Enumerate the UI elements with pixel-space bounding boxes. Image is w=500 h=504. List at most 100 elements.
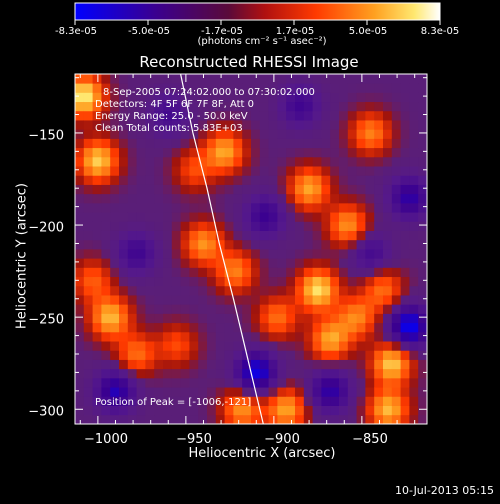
heatmap-cell — [330, 147, 340, 158]
heatmap-cell — [365, 221, 375, 231]
heatmap-cell — [356, 101, 366, 112]
heatmap-cell — [251, 405, 261, 416]
heatmap-cell — [303, 258, 313, 268]
heatmap-cell — [251, 193, 261, 204]
heatmap-cell — [418, 285, 427, 296]
heatmap-cell — [268, 120, 278, 130]
heatmap-cell — [207, 221, 217, 231]
heatmap-cell — [259, 322, 269, 333]
heatmap-cell — [119, 331, 129, 342]
heatmap-cell — [198, 120, 208, 130]
heatmap-cell — [339, 331, 349, 342]
heatmap-cell — [198, 221, 208, 231]
heatmap-cell — [339, 184, 349, 195]
heatmap-cell — [286, 368, 296, 379]
heatmap-cell — [418, 276, 427, 287]
heatmap-cell — [295, 295, 305, 305]
heatmap-cell — [365, 350, 375, 360]
heatmap-cell — [75, 405, 85, 416]
heatmap-cell — [171, 405, 181, 416]
heatmap-cell — [321, 258, 331, 268]
heatmap-cell — [286, 129, 296, 139]
heatmap-cell — [224, 258, 234, 268]
heatmap-cell — [330, 202, 340, 213]
heatmap-cell — [277, 258, 287, 268]
heatmap-cell — [339, 322, 349, 333]
heatmap-cell — [374, 258, 384, 268]
heatmap-cell — [383, 331, 393, 342]
heatmap-cell — [259, 295, 269, 305]
heatmap-cell — [365, 368, 375, 379]
heatmap-cell — [365, 341, 375, 351]
heatmap-cell — [198, 175, 208, 185]
heatmap-cell — [330, 74, 340, 84]
heatmap-cell — [198, 258, 208, 268]
heatmap-cell — [110, 230, 120, 241]
heatmap-cell — [312, 405, 322, 416]
heatmap-cell — [400, 341, 410, 351]
heatmap-cell — [127, 396, 137, 406]
heatmap-cell — [268, 313, 278, 324]
heatmap-cell — [127, 239, 137, 250]
heatmap-cell — [224, 405, 234, 416]
heatmap-cell — [163, 405, 173, 416]
heatmap-cell — [383, 221, 393, 231]
heatmap-cell — [251, 83, 261, 93]
heatmap-cell — [321, 405, 331, 416]
heatmap-cell — [400, 285, 410, 296]
heatmap-cell — [374, 350, 384, 360]
heatmap-cell — [321, 212, 331, 222]
heatmap-cell — [145, 230, 155, 241]
heatmap-cell — [189, 166, 199, 176]
heatmap-cell — [330, 387, 340, 397]
heatmap-cell — [145, 202, 155, 213]
heatmap-cell — [356, 414, 366, 424]
heatmap-cell — [224, 368, 234, 379]
heatmap-cell — [75, 175, 85, 185]
y-tick-label: −200 — [28, 220, 64, 236]
heatmap-cell — [163, 120, 173, 130]
heatmap-cell — [303, 129, 313, 139]
heatmap-cell — [242, 147, 252, 158]
heatmap-cell — [418, 184, 427, 195]
heatmap-cell — [374, 368, 384, 379]
heatmap-cell — [418, 350, 427, 360]
heatmap-cell — [136, 212, 146, 222]
heatmap-cell — [268, 396, 278, 406]
heatmap-cell — [251, 221, 261, 231]
heatmap-cell — [321, 147, 331, 158]
heatmap-cell — [154, 166, 164, 176]
heatmap-cell — [242, 202, 252, 213]
heatmap-cell — [145, 249, 155, 259]
heatmap-cell — [400, 138, 410, 149]
y-tick-label: −150 — [28, 128, 64, 144]
heatmap-cell — [242, 110, 252, 121]
heatmap-cell — [224, 304, 234, 314]
heatmap-cell — [233, 92, 243, 103]
heatmap-cell — [119, 120, 129, 130]
heatmap-cell — [409, 276, 419, 287]
heatmap-cell — [136, 193, 146, 204]
heatmap-cell — [409, 166, 419, 176]
heatmap-cell — [207, 74, 217, 84]
heatmap-cell — [83, 175, 93, 185]
heatmap-cell — [251, 101, 261, 112]
heatmap-cell — [400, 184, 410, 195]
heatmap-cell — [330, 377, 340, 388]
heatmap-cell — [92, 295, 102, 305]
heatmap-cell — [242, 212, 252, 222]
heatmap-cell — [127, 285, 137, 296]
heatmap-cell — [391, 276, 401, 287]
heatmap-cell — [286, 258, 296, 268]
heatmap-cell — [383, 368, 393, 379]
heatmap-cell — [330, 341, 340, 351]
heatmap-cell — [189, 101, 199, 112]
heatmap-cell — [391, 74, 401, 84]
heatmap-cell — [312, 304, 322, 314]
heatmap-cell — [163, 202, 173, 213]
heatmap-cell — [391, 350, 401, 360]
heatmap-cell — [198, 110, 208, 121]
heatmap-cell — [163, 396, 173, 406]
heatmap-cell — [286, 202, 296, 213]
